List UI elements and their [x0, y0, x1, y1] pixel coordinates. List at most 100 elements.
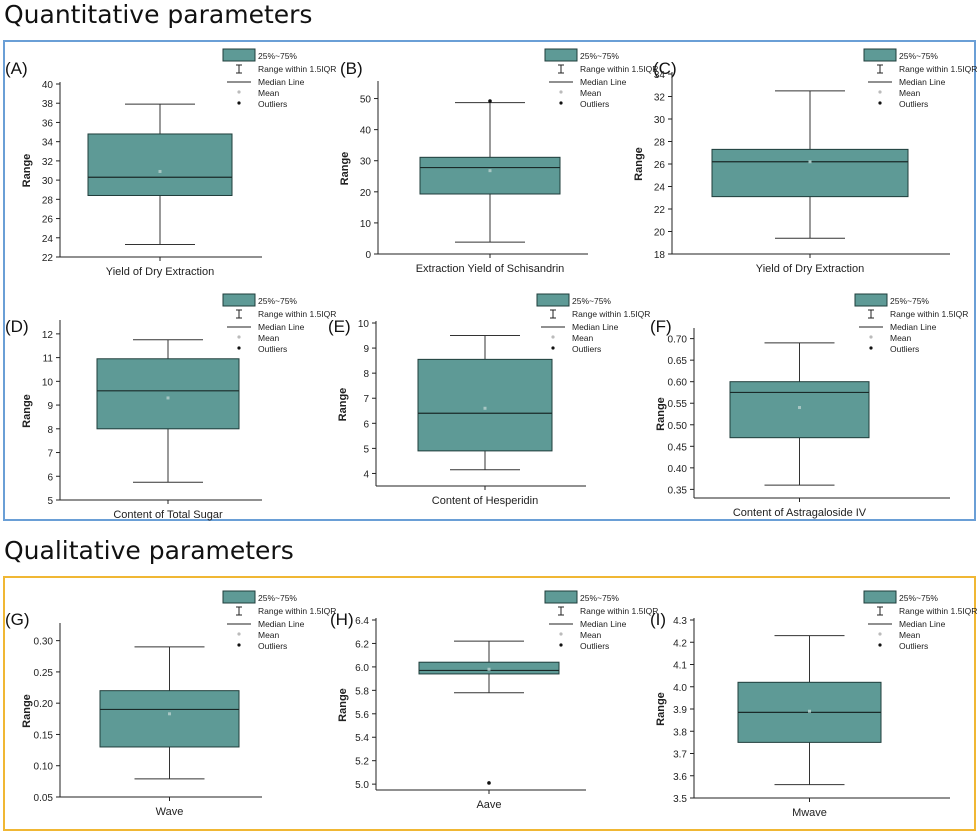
y-tick-label: 0	[365, 250, 371, 261]
y-tick-label: 12	[42, 330, 54, 341]
legend-median-label: Median Line	[899, 619, 946, 629]
y-axis-label: Range	[339, 152, 351, 186]
y-tick-label: 4.1	[673, 661, 687, 672]
legend-box-swatch	[863, 590, 897, 604]
y-axis-label: Range	[21, 394, 33, 428]
iqr-box	[87, 133, 233, 196]
y-tick-label: 26	[42, 215, 54, 226]
y-tick-label: 36	[42, 118, 54, 129]
y-tick-label: 22	[42, 253, 54, 264]
legend-outliers-label: Outliers	[572, 344, 601, 354]
x-category-label: Content of Hesperidin	[432, 495, 538, 507]
y-tick-label: 0.30	[34, 637, 54, 648]
y-tick-label: 10	[360, 219, 372, 230]
iqr-box	[711, 148, 909, 198]
iqr-box	[419, 156, 561, 195]
legend-mean-swatch	[551, 335, 555, 339]
legend-range-label: Range within 1.5IQR	[890, 309, 968, 319]
chart-panel-f: (F) 0.35 0.40 0.45 0.50 0.55 0.60 0.65 0.70 Range…	[650, 293, 968, 519]
legend-range-label: Range within 1.5IQR	[258, 64, 336, 74]
legend-median-label: Median Line	[258, 322, 305, 332]
y-tick-label: 9	[363, 344, 369, 355]
y-tick-label: 5	[47, 496, 53, 507]
mean-marker	[808, 709, 811, 713]
legend-mean-swatch	[237, 632, 241, 636]
panel-label: (H)	[330, 610, 354, 629]
chart-panel-a: (A) 22 24 26 28 30 32 34 36 38 40 Range Yield of Dry…	[5, 48, 336, 278]
y-tick-label: 30	[360, 157, 372, 168]
y-tick-label: 3.8	[673, 727, 687, 738]
y-tick-label: 8	[47, 425, 53, 436]
x-category-label: Yield of Dry Extraction	[106, 266, 214, 278]
y-tick-label: 34	[654, 70, 666, 81]
y-tick-label: 22	[654, 205, 666, 216]
y-tick-label: 0.20	[34, 699, 54, 710]
y-tick-label: 10	[42, 377, 54, 388]
legend-median-label: Median Line	[572, 322, 619, 332]
chart-panel-e: (E) 4 5 6 7 8 9 10 Range Content of Hesperidin 25%…	[328, 293, 650, 507]
legend-mean-swatch	[237, 90, 241, 94]
y-tick-label: 8	[363, 369, 369, 380]
panel-label: (G)	[5, 610, 30, 629]
legend-mean-label: Mean	[580, 88, 602, 98]
legend-outliers-label: Outliers	[899, 641, 928, 651]
legend-median-label: Median Line	[890, 322, 937, 332]
legend: 25%~75% Range within 1.5IQR Median LineMea…	[544, 48, 658, 109]
panel-label: (I)	[650, 610, 666, 629]
y-tick-label: 10	[358, 319, 370, 330]
legend-outlier-swatch	[551, 346, 555, 350]
y-tick-label: 26	[654, 160, 666, 171]
y-tick-label: 6	[47, 472, 53, 483]
iqr-box	[729, 381, 870, 439]
legend-box-label: 25%~75%	[899, 51, 938, 61]
legend-range-label: Range within 1.5IQR	[258, 309, 336, 319]
legend-mean-label: Mean	[572, 333, 594, 343]
x-category-label: Content of Astragaloside IV	[733, 507, 867, 519]
y-tick-label: 6.4	[355, 616, 369, 627]
y-tick-label: 6.0	[355, 663, 369, 674]
mean-marker	[483, 406, 487, 410]
y-tick-label: 11	[43, 354, 54, 365]
y-tick-label: 0.65	[668, 356, 688, 367]
legend-range-label: Range within 1.5IQR	[580, 606, 658, 616]
legend-box-swatch	[536, 293, 570, 307]
legend-outlier-swatch	[878, 643, 882, 647]
y-tick-label: 0.60	[668, 378, 688, 389]
chart-panel-g: (G) 0.05 0.10 0.15 0.20 0.25 0.30 Range Wave 25%~…	[5, 590, 336, 818]
y-tick-label: 3.5	[673, 794, 687, 805]
legend-mean-label: Mean	[258, 333, 280, 343]
y-axis-label: Range	[337, 388, 349, 422]
y-tick-label: 6	[363, 419, 369, 430]
legend: 25%~75% Range within 1.5IQR Median LineMea…	[854, 293, 968, 354]
legend: 25%~75% Range within 1.5IQR Median LineMea…	[222, 293, 336, 354]
y-tick-label: 20	[654, 228, 666, 239]
legend-outlier-swatch	[878, 101, 882, 105]
y-tick-label: 7	[47, 449, 53, 460]
y-tick-label: 0.25	[34, 668, 54, 679]
legend-outliers-label: Outliers	[580, 641, 609, 651]
panel-label: (F)	[650, 317, 672, 336]
legend-mean-swatch	[869, 335, 873, 339]
y-tick-label: 4.2	[673, 638, 687, 649]
legend-outlier-swatch	[559, 643, 563, 647]
y-tick-label: 3.7	[673, 750, 687, 761]
y-tick-label: 24	[654, 183, 666, 194]
y-tick-label: 30	[42, 176, 54, 187]
legend-range-label: Range within 1.5IQR	[899, 64, 977, 74]
chart-panel-c: (C) 18 20 22 24 26 28 30 32 34 Range Yield of Dry E…	[633, 48, 977, 275]
y-tick-label: 0.10	[34, 762, 54, 773]
y-tick-label: 20	[360, 188, 372, 199]
panel-label: (A)	[5, 59, 28, 78]
y-tick-label: 34	[42, 138, 54, 149]
y-tick-label: 7	[363, 394, 369, 405]
legend-box-swatch	[863, 48, 897, 62]
qualitative-section-frame	[3, 576, 976, 831]
legend-mean-swatch	[559, 90, 563, 94]
y-tick-label: 0.55	[668, 399, 688, 410]
legend-outliers-label: Outliers	[258, 641, 287, 651]
legend-box-swatch	[854, 293, 888, 307]
legend: 25%~75% Range within 1.5IQR Median LineMea…	[222, 48, 336, 109]
y-axis-label: Range	[21, 694, 33, 728]
y-tick-label: 0.15	[34, 730, 54, 741]
